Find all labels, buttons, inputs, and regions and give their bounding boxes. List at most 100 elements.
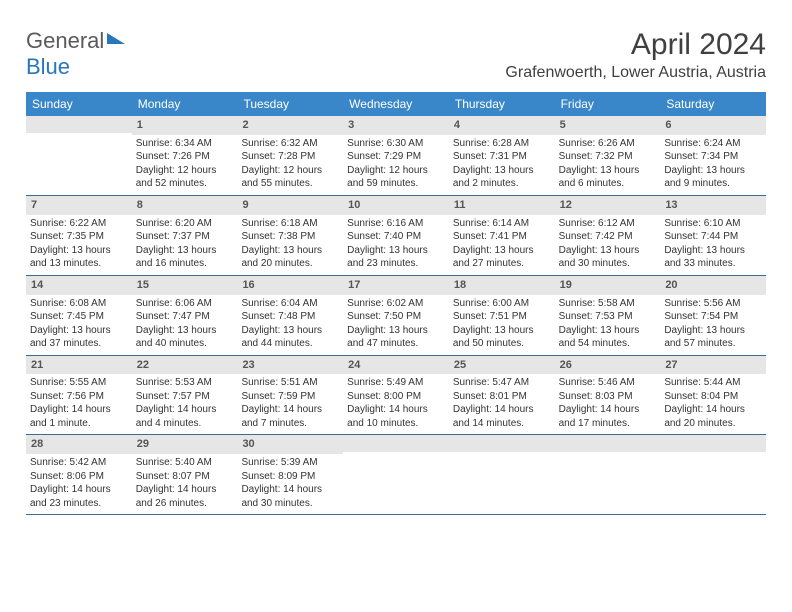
day-line: Sunrise: 6:04 AM bbox=[241, 297, 339, 311]
day-cell: 10Sunrise: 6:16 AMSunset: 7:40 PMDayligh… bbox=[343, 196, 449, 275]
day-line: Sunrise: 6:00 AM bbox=[453, 297, 551, 311]
day-line: Sunrise: 6:06 AM bbox=[136, 297, 234, 311]
logo-triangle-icon bbox=[107, 33, 125, 44]
day-cell: 21Sunrise: 5:55 AMSunset: 7:56 PMDayligh… bbox=[26, 356, 132, 435]
day-cell: 4Sunrise: 6:28 AMSunset: 7:31 PMDaylight… bbox=[449, 116, 555, 195]
day-number bbox=[343, 435, 449, 452]
day-line: Daylight: 13 hours and 47 minutes. bbox=[347, 324, 445, 351]
day-content: Sunrise: 6:16 AMSunset: 7:40 PMDaylight:… bbox=[343, 215, 449, 275]
day-line: Sunset: 7:44 PM bbox=[664, 230, 762, 244]
day-line: Sunrise: 6:34 AM bbox=[136, 137, 234, 151]
day-line: Daylight: 13 hours and 33 minutes. bbox=[664, 244, 762, 271]
day-number: 4 bbox=[449, 116, 555, 135]
day-line: Sunset: 7:28 PM bbox=[241, 150, 339, 164]
day-cell: 20Sunrise: 5:56 AMSunset: 7:54 PMDayligh… bbox=[660, 276, 766, 355]
day-cell: 14Sunrise: 6:08 AMSunset: 7:45 PMDayligh… bbox=[26, 276, 132, 355]
day-cell bbox=[26, 116, 132, 195]
day-content bbox=[660, 452, 766, 458]
day-content bbox=[449, 452, 555, 458]
day-number: 28 bbox=[26, 435, 132, 454]
logo-text-1: General bbox=[26, 28, 104, 53]
day-header: Wednesday bbox=[343, 92, 449, 116]
day-line: Sunset: 8:00 PM bbox=[347, 390, 445, 404]
day-number: 23 bbox=[237, 356, 343, 375]
day-line: Sunrise: 6:22 AM bbox=[30, 217, 128, 231]
day-header: Friday bbox=[555, 92, 661, 116]
day-line: Sunrise: 5:46 AM bbox=[559, 376, 657, 390]
day-line: Sunrise: 5:44 AM bbox=[664, 376, 762, 390]
day-line: Daylight: 14 hours and 26 minutes. bbox=[136, 483, 234, 510]
day-number: 11 bbox=[449, 196, 555, 215]
day-line: Daylight: 13 hours and 57 minutes. bbox=[664, 324, 762, 351]
day-content: Sunrise: 6:08 AMSunset: 7:45 PMDaylight:… bbox=[26, 295, 132, 355]
day-number: 22 bbox=[132, 356, 238, 375]
day-line: Sunset: 7:59 PM bbox=[241, 390, 339, 404]
day-content: Sunrise: 6:04 AMSunset: 7:48 PMDaylight:… bbox=[237, 295, 343, 355]
day-number: 12 bbox=[555, 196, 661, 215]
day-number: 10 bbox=[343, 196, 449, 215]
day-line: Daylight: 14 hours and 7 minutes. bbox=[241, 403, 339, 430]
day-content: Sunrise: 5:49 AMSunset: 8:00 PMDaylight:… bbox=[343, 374, 449, 434]
day-header: Monday bbox=[132, 92, 238, 116]
day-cell: 16Sunrise: 6:04 AMSunset: 7:48 PMDayligh… bbox=[237, 276, 343, 355]
day-header: Sunday bbox=[26, 92, 132, 116]
day-number: 9 bbox=[237, 196, 343, 215]
day-content: Sunrise: 6:06 AMSunset: 7:47 PMDaylight:… bbox=[132, 295, 238, 355]
day-line: Sunset: 8:01 PM bbox=[453, 390, 551, 404]
day-cell: 12Sunrise: 6:12 AMSunset: 7:42 PMDayligh… bbox=[555, 196, 661, 275]
day-line: Sunrise: 6:10 AM bbox=[664, 217, 762, 231]
day-cell: 5Sunrise: 6:26 AMSunset: 7:32 PMDaylight… bbox=[555, 116, 661, 195]
day-number: 7 bbox=[26, 196, 132, 215]
day-line: Sunrise: 6:16 AM bbox=[347, 217, 445, 231]
day-cell: 22Sunrise: 5:53 AMSunset: 7:57 PMDayligh… bbox=[132, 356, 238, 435]
day-number: 25 bbox=[449, 356, 555, 375]
day-cell: 19Sunrise: 5:58 AMSunset: 7:53 PMDayligh… bbox=[555, 276, 661, 355]
day-number: 6 bbox=[660, 116, 766, 135]
week-row: 21Sunrise: 5:55 AMSunset: 7:56 PMDayligh… bbox=[26, 356, 766, 436]
day-cell bbox=[343, 435, 449, 514]
day-content: Sunrise: 6:02 AMSunset: 7:50 PMDaylight:… bbox=[343, 295, 449, 355]
day-line: Sunset: 7:47 PM bbox=[136, 310, 234, 324]
day-content: Sunrise: 6:22 AMSunset: 7:35 PMDaylight:… bbox=[26, 215, 132, 275]
day-cell: 13Sunrise: 6:10 AMSunset: 7:44 PMDayligh… bbox=[660, 196, 766, 275]
day-line: Sunset: 7:34 PM bbox=[664, 150, 762, 164]
day-cell: 2Sunrise: 6:32 AMSunset: 7:28 PMDaylight… bbox=[237, 116, 343, 195]
day-number: 1 bbox=[132, 116, 238, 135]
day-line: Sunrise: 5:51 AM bbox=[241, 376, 339, 390]
day-line: Sunrise: 6:20 AM bbox=[136, 217, 234, 231]
location: Grafenwoerth, Lower Austria, Austria bbox=[505, 64, 766, 82]
day-cell bbox=[660, 435, 766, 514]
day-line: Sunset: 8:09 PM bbox=[241, 470, 339, 484]
day-line: Sunset: 7:53 PM bbox=[559, 310, 657, 324]
day-line: Daylight: 14 hours and 30 minutes. bbox=[241, 483, 339, 510]
day-cell: 28Sunrise: 5:42 AMSunset: 8:06 PMDayligh… bbox=[26, 435, 132, 514]
day-cell: 6Sunrise: 6:24 AMSunset: 7:34 PMDaylight… bbox=[660, 116, 766, 195]
day-line: Daylight: 13 hours and 27 minutes. bbox=[453, 244, 551, 271]
day-line: Daylight: 14 hours and 17 minutes. bbox=[559, 403, 657, 430]
day-line: Daylight: 13 hours and 20 minutes. bbox=[241, 244, 339, 271]
week-row: 7Sunrise: 6:22 AMSunset: 7:35 PMDaylight… bbox=[26, 196, 766, 276]
day-header: Thursday bbox=[449, 92, 555, 116]
day-cell: 17Sunrise: 6:02 AMSunset: 7:50 PMDayligh… bbox=[343, 276, 449, 355]
day-cell: 30Sunrise: 5:39 AMSunset: 8:09 PMDayligh… bbox=[237, 435, 343, 514]
day-number: 19 bbox=[555, 276, 661, 295]
day-line: Sunrise: 6:32 AM bbox=[241, 137, 339, 151]
day-content: Sunrise: 5:46 AMSunset: 8:03 PMDaylight:… bbox=[555, 374, 661, 434]
day-line: Daylight: 13 hours and 54 minutes. bbox=[559, 324, 657, 351]
day-number: 2 bbox=[237, 116, 343, 135]
day-number: 15 bbox=[132, 276, 238, 295]
day-content: Sunrise: 6:32 AMSunset: 7:28 PMDaylight:… bbox=[237, 135, 343, 195]
title-block: April 2024 Grafenwoerth, Lower Austria, … bbox=[505, 28, 766, 82]
day-cell: 7Sunrise: 6:22 AMSunset: 7:35 PMDaylight… bbox=[26, 196, 132, 275]
day-number bbox=[449, 435, 555, 452]
day-number bbox=[660, 435, 766, 452]
day-line: Daylight: 13 hours and 6 minutes. bbox=[559, 164, 657, 191]
day-line: Daylight: 14 hours and 14 minutes. bbox=[453, 403, 551, 430]
week-row: 28Sunrise: 5:42 AMSunset: 8:06 PMDayligh… bbox=[26, 435, 766, 515]
day-cell: 15Sunrise: 6:06 AMSunset: 7:47 PMDayligh… bbox=[132, 276, 238, 355]
logo-text-2: Blue bbox=[26, 54, 70, 79]
day-line: Sunset: 7:26 PM bbox=[136, 150, 234, 164]
weeks-container: 1 Sunrise: 6:34 AMSunset: 7:26 PM Daylight… bbox=[26, 116, 766, 515]
month-title: April 2024 bbox=[505, 28, 766, 62]
day-line: Daylight: 12 hours and 59 minutes. bbox=[347, 164, 445, 191]
